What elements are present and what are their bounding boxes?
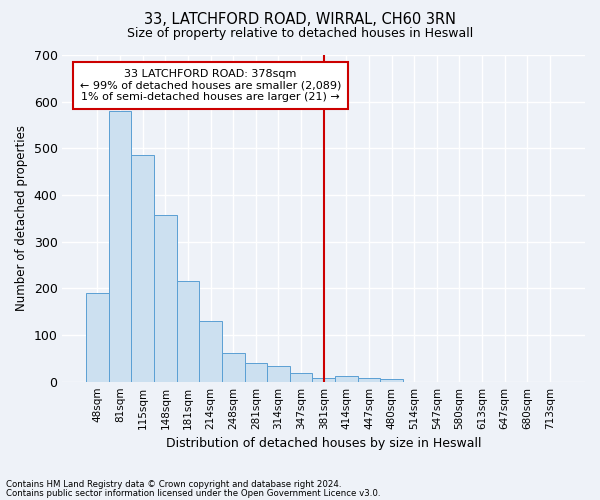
Bar (290, 374, 313, 382)
Bar (380, 380, 403, 382)
Bar (154, 215, 176, 382)
Bar (222, 353, 245, 382)
Bar (109, 111, 131, 382)
Bar (86, 293, 109, 382)
Text: 33, LATCHFORD ROAD, WIRRAL, CH60 3RN: 33, LATCHFORD ROAD, WIRRAL, CH60 3RN (144, 12, 456, 28)
Bar (245, 363, 267, 382)
Y-axis label: Number of detached properties: Number of detached properties (15, 126, 28, 312)
Bar (358, 378, 380, 382)
Bar (267, 366, 290, 382)
Text: Contains public sector information licensed under the Open Government Licence v3: Contains public sector information licen… (6, 490, 380, 498)
Bar (199, 321, 222, 382)
Bar (176, 281, 199, 382)
Text: Size of property relative to detached houses in Heswall: Size of property relative to detached ho… (127, 28, 473, 40)
Bar (131, 156, 154, 382)
X-axis label: Distribution of detached houses by size in Heswall: Distribution of detached houses by size … (166, 437, 481, 450)
Bar (313, 378, 335, 382)
Text: 33 LATCHFORD ROAD: 378sqm
← 99% of detached houses are smaller (2,089)
1% of sem: 33 LATCHFORD ROAD: 378sqm ← 99% of detac… (80, 69, 341, 102)
Text: Contains HM Land Registry data © Crown copyright and database right 2024.: Contains HM Land Registry data © Crown c… (6, 480, 341, 489)
Bar (335, 376, 358, 382)
